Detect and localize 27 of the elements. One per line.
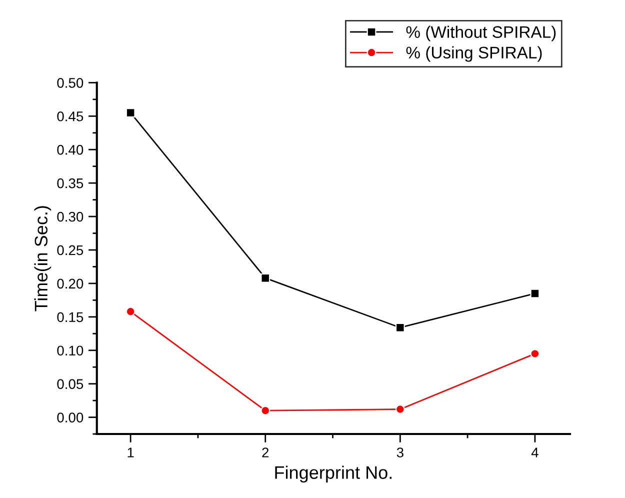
y-tick-label: 0.30 [57, 212, 84, 222]
y-tick-label: 0.35 [57, 178, 84, 188]
y-tick-label: 0.15 [57, 312, 84, 322]
x-tick-label: 4 [531, 448, 538, 458]
point [395, 404, 405, 414]
y-tick-label: 0.05 [57, 379, 84, 389]
y-tick-label: 0.00 [57, 412, 84, 422]
y-tick-label: 0.50 [57, 78, 84, 88]
x-tick-label: 3 [396, 448, 404, 458]
y-tick-label: 0.20 [57, 278, 84, 289]
point [126, 306, 136, 316]
point [260, 273, 270, 283]
y-tick-label: 0.45 [57, 111, 84, 122]
point [530, 348, 540, 358]
point [395, 322, 405, 332]
legend-label: % (Without SPIRAL) [406, 26, 556, 42]
y-tick-label: 0.25 [57, 245, 84, 256]
point [126, 108, 136, 118]
x-axis-title: Fingerprint No. [275, 466, 392, 483]
x-tick-label: 2 [262, 448, 269, 458]
y-tick-label: 0.10 [57, 346, 84, 356]
y-tick-label: 0.40 [57, 144, 84, 155]
point [260, 406, 270, 416]
x-tick-label: 1 [128, 448, 134, 458]
legend-label: % (Using SPIRAL) [406, 46, 542, 62]
y-axis-title: Time(in Sec.) [34, 206, 52, 312]
point [530, 288, 540, 298]
